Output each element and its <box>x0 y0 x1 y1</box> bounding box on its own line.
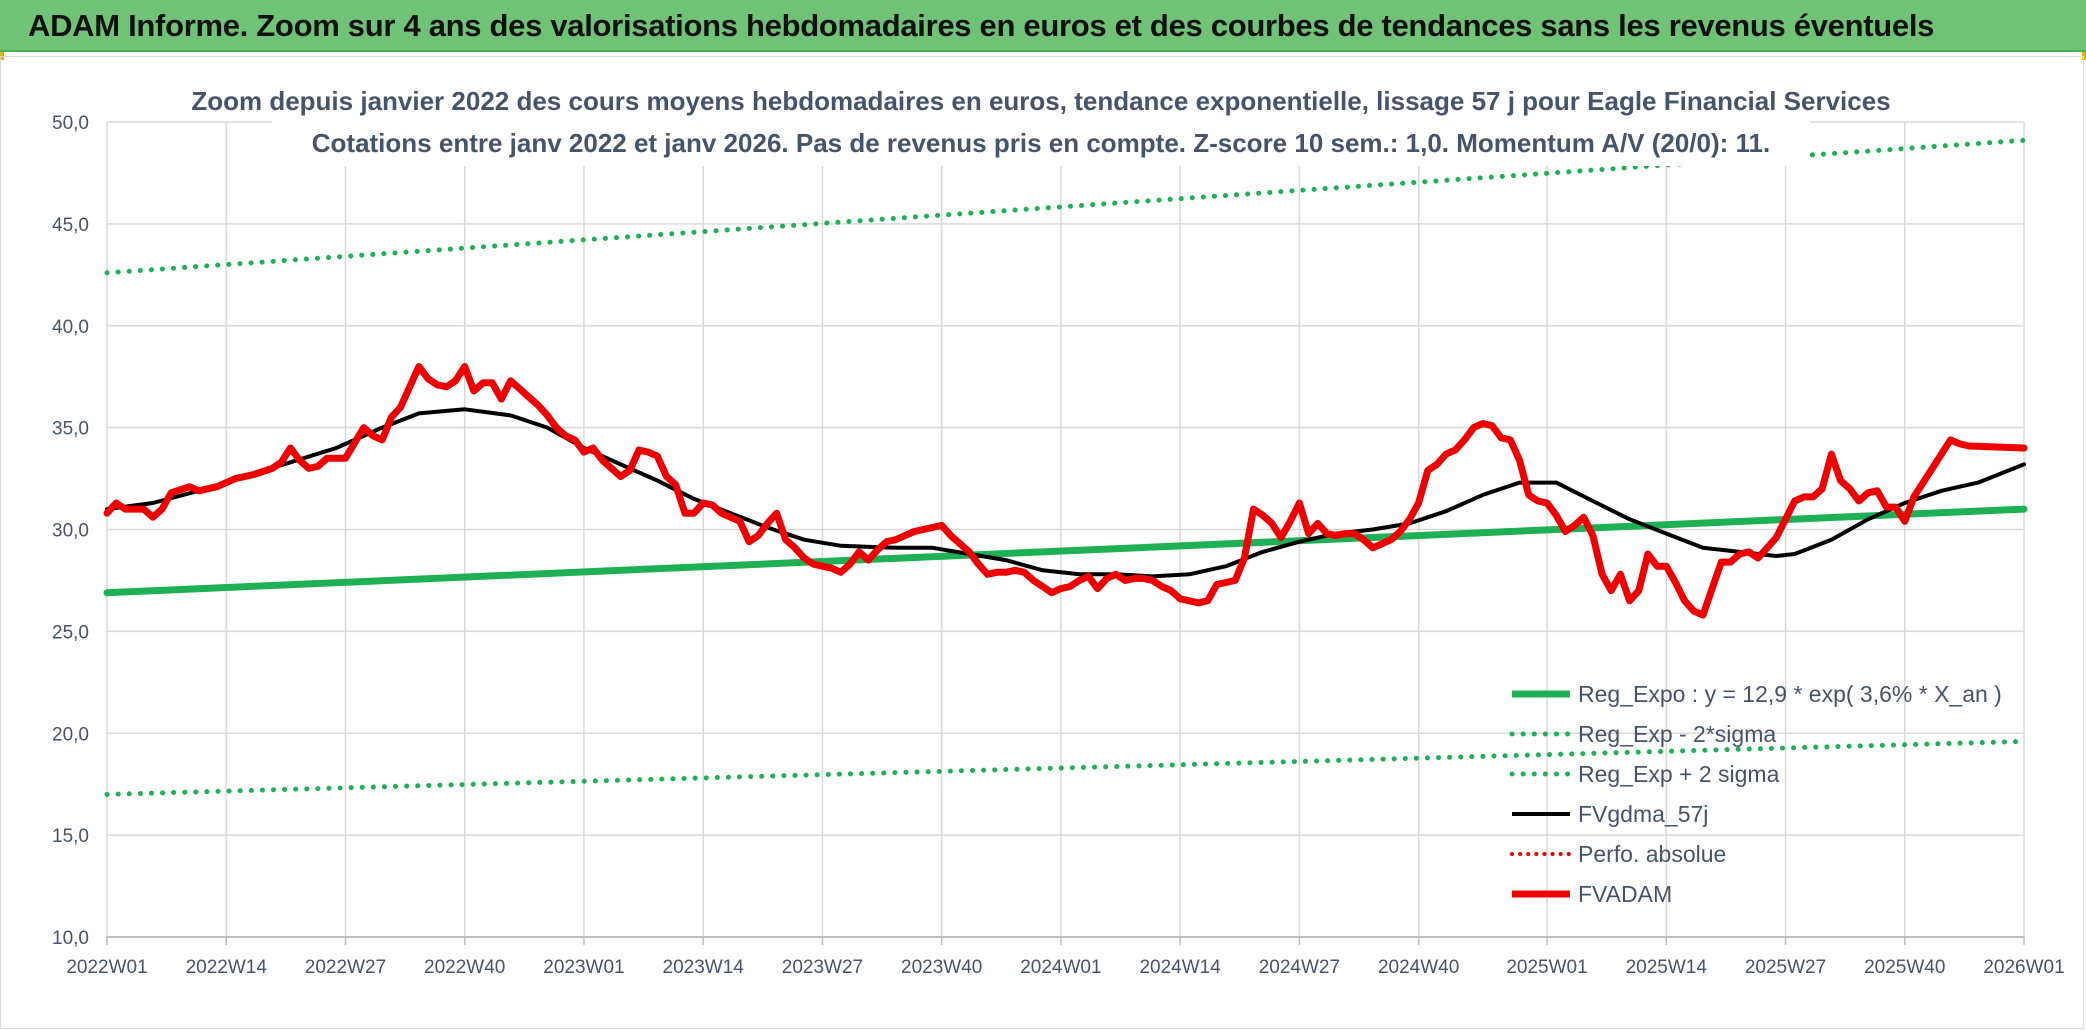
title-background <box>272 84 1810 166</box>
legend-label: Reg_Exp - 2*sigma <box>1578 721 1776 747</box>
y-tick-label: 25,0 <box>52 622 89 643</box>
chart-legend: Reg_Expo : y = 12,9 * exp( 3,6% * X_an )… <box>1509 681 2002 907</box>
x-tick-label: 2023W14 <box>663 957 745 978</box>
y-tick-label: 45,0 <box>52 215 89 236</box>
x-tick-label: 2022W27 <box>305 957 386 978</box>
x-tick-label: 2022W14 <box>186 957 268 978</box>
y-tick-label: 30,0 <box>52 521 89 542</box>
series-reg-exp-2-sigma <box>104 137 2027 276</box>
x-tick-label: 2022W01 <box>66 957 147 978</box>
x-tick-label: 2025W27 <box>1745 957 1826 978</box>
x-tick-label: 2022W40 <box>424 957 505 978</box>
chart-frame <box>0 56 2084 1029</box>
series-reg-exp-2-sigma <box>104 738 2027 797</box>
x-tick-label: 2026W01 <box>1983 957 2064 978</box>
x-tick-label: 2024W01 <box>1020 957 1101 978</box>
x-tick-label: 2023W01 <box>543 957 624 978</box>
axes: 10,0 15,0 20,0 25,0 30,0 35,0 40,0 45,0 50,0 2022… <box>52 113 2065 978</box>
legend-label: Perfo. absolue <box>1578 841 1726 867</box>
legend-label: Reg_Exp + 2 sigma <box>1578 761 1780 787</box>
y-tick-label: 50,0 <box>52 113 89 134</box>
x-tick-label: 2024W14 <box>1139 957 1221 978</box>
y-tick-label: 35,0 <box>52 419 89 440</box>
x-tick-label: 2023W27 <box>782 957 863 978</box>
y-tick-label: 40,0 <box>52 317 89 338</box>
y-tick-label: 10,0 <box>52 928 89 949</box>
legend-label: FVgdma_57j <box>1578 801 1708 827</box>
grid-lines <box>106 121 2025 938</box>
x-tick-label: 2023W40 <box>901 957 982 978</box>
report-title: ADAM Informe. Zoom sur 4 ans des valoris… <box>28 8 1935 43</box>
series-reg-expo-y-12-9-exp-3-6-x-an <box>103 505 2028 597</box>
series-lines <box>103 137 2028 797</box>
x-tick-label: 2025W01 <box>1506 957 1587 978</box>
chart-title-line2: Cotations entre janv 2022 et janv 2026. … <box>312 128 1771 158</box>
series-fvadam <box>103 363 2028 619</box>
legend-label: Reg_Expo : y = 12,9 * exp( 3,6% * X_an ) <box>1578 681 2002 707</box>
y-tick-label: 20,0 <box>52 724 89 745</box>
x-tick-label: 2025W40 <box>1864 957 1945 978</box>
x-tick-label: 2024W27 <box>1259 957 1340 978</box>
corner-mark-right <box>2082 52 2086 60</box>
report-banner: ADAM Informe. Zoom sur 4 ans des valoris… <box>0 0 2086 52</box>
chart-title-line1: Zoom depuis janvier 2022 des cours moyen… <box>191 86 1890 116</box>
y-tick-label: 15,0 <box>52 826 89 847</box>
x-tick-label: 2024W40 <box>1378 957 1459 978</box>
legend-label: FVADAM <box>1578 881 1672 907</box>
x-tick-label: 2025W14 <box>1626 957 1708 978</box>
